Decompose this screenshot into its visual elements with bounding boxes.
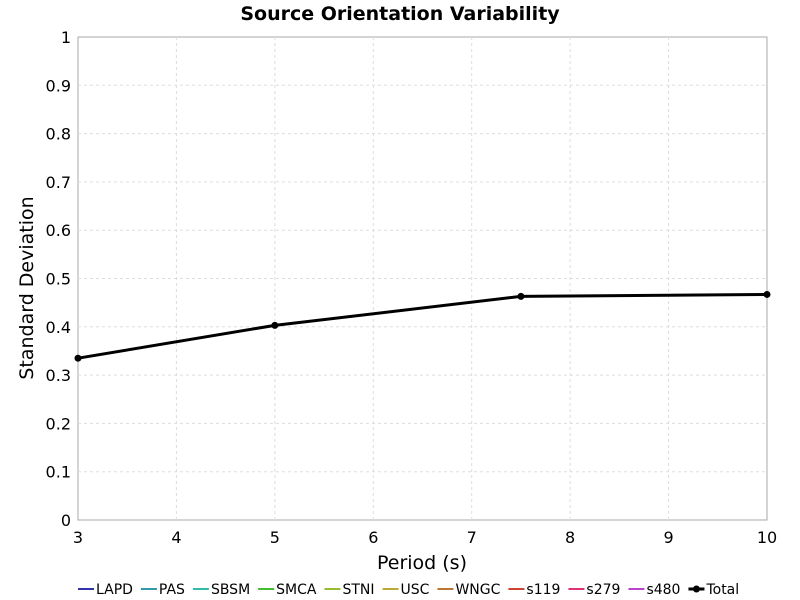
y-tick-label: 1 [61, 28, 71, 47]
y-tick-label: 0.4 [46, 318, 71, 337]
y-tick-label: 0.9 [46, 76, 71, 95]
legend-marker [692, 585, 700, 593]
legend-item-pas: PAS [140, 582, 185, 598]
legend-label: s480 [646, 582, 680, 598]
y-tick-label: 0.8 [46, 125, 71, 144]
legend-label: WNGC [455, 582, 500, 598]
y-tick-label: 0.7 [46, 173, 71, 192]
data-point [74, 354, 82, 362]
legend-item-total: Total [688, 582, 739, 598]
x-tick-label: 8 [565, 528, 575, 547]
chart-title: Source Orientation Variability [240, 3, 560, 25]
x-tick-label: 9 [663, 528, 673, 547]
grid-lines [78, 37, 767, 520]
x-tick-label: 3 [73, 528, 83, 547]
legend-label: s119 [526, 582, 560, 598]
x-axis-title: Period (s) [377, 552, 467, 574]
legend-item-s119: s119 [508, 582, 560, 598]
y-axis-title: Standard Deviation [16, 196, 38, 379]
legend-label: LAPD [96, 582, 133, 598]
series-lines [74, 290, 771, 362]
legend-label: Total [705, 582, 739, 598]
legend-item-stni: STNI [324, 582, 375, 598]
legend-item-usc: USC [382, 582, 430, 598]
y-tick-label: 0 [61, 511, 71, 530]
y-tick-label: 0.6 [46, 221, 71, 240]
legend-label: PAS [159, 582, 185, 598]
x-tick-label: 7 [467, 528, 477, 547]
legend-item-s279: s279 [568, 582, 620, 598]
legend-label: STNI [342, 582, 374, 598]
x-tick-label: 6 [368, 528, 378, 547]
y-tick-label: 0.5 [46, 270, 71, 289]
x-tick-label: 4 [171, 528, 181, 547]
legend-item-smca: SMCA [258, 582, 317, 598]
legend-label: USC [401, 582, 430, 598]
legend-item-wngc: WNGC [437, 582, 501, 598]
y-tick-label: 0.1 [46, 463, 71, 482]
legend: LAPD PAS SBSM SMCA STNI USC WNGC s119 s279 s480 To… [78, 582, 739, 598]
y-tick-label: 0.2 [46, 414, 71, 433]
series-line-total [77, 292, 768, 360]
legend-label: SMCA [276, 582, 317, 598]
tick-labels: 3 4 5 6 7 8 9 10 0 0.1 0.2 0.3 0.4 0.5 0.6 0.7 0.8 0.9 1 [46, 28, 778, 547]
legend-label: SBSM [211, 582, 250, 598]
legend-item-s480: s480 [628, 582, 680, 598]
data-point [763, 290, 771, 298]
legend-item-lapd: LAPD [78, 582, 133, 598]
legend-item-sbsm: SBSM [192, 582, 250, 598]
y-tick-label: 0.3 [46, 366, 71, 385]
data-point [517, 292, 525, 300]
data-point [271, 321, 279, 329]
legend-label: s279 [586, 582, 620, 598]
x-tick-label: 5 [270, 528, 280, 547]
x-tick-label: 10 [757, 528, 777, 547]
